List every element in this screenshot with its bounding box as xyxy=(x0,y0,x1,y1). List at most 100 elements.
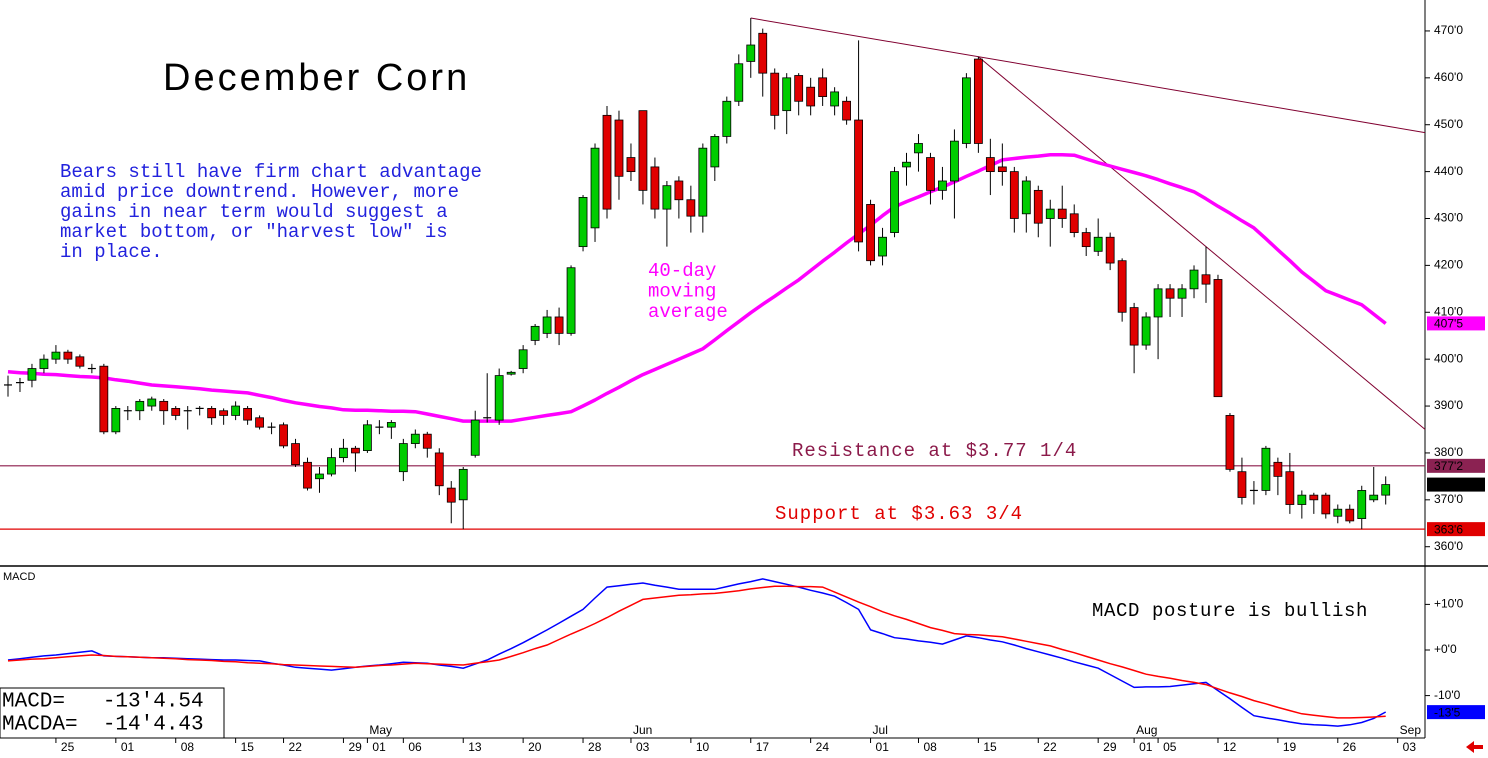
x-tick-label: 15 xyxy=(983,740,997,754)
x-tick-label: 01 xyxy=(1139,740,1153,754)
candle-body xyxy=(135,400,145,412)
y-tick-label: +10'0 xyxy=(1434,597,1464,611)
candle-body xyxy=(1177,288,1187,299)
readout-box xyxy=(0,687,225,739)
x-tick-label: 28 xyxy=(588,740,602,754)
candle-body xyxy=(866,204,875,262)
moving-average xyxy=(7,152,1387,423)
candle-body xyxy=(686,199,696,217)
candle-body xyxy=(542,316,552,334)
y-tick-label: 390'0 xyxy=(1434,398,1463,412)
x-tick-label: 08 xyxy=(923,740,937,754)
candle-body xyxy=(1357,490,1367,519)
month-label: Jul xyxy=(873,723,888,737)
x-tick-label: 22 xyxy=(1043,740,1057,754)
candle-body xyxy=(51,351,61,360)
y-tick-label: 370'0 xyxy=(1434,492,1463,506)
y-tick-label: 420'0 xyxy=(1434,258,1463,272)
price-tag xyxy=(1427,316,1485,331)
candle-body xyxy=(410,433,420,444)
candle-body xyxy=(1213,279,1223,398)
candle-body xyxy=(171,407,181,416)
x-tick-label: 08 xyxy=(181,740,195,754)
comment-line: gains in near term would suggest a xyxy=(60,201,448,223)
candle-body xyxy=(75,356,85,367)
candle-body xyxy=(159,400,169,412)
trend-line xyxy=(978,56,1426,430)
candle-body xyxy=(830,91,840,107)
candle-body xyxy=(554,316,564,334)
y-tick-label: 360'0 xyxy=(1434,539,1463,553)
candle-body xyxy=(207,407,217,419)
scroll-arrow[interactable] xyxy=(1466,741,1483,753)
candle-body xyxy=(446,487,456,503)
candle-body xyxy=(1093,236,1103,252)
candle-body xyxy=(650,166,660,210)
candle-body xyxy=(1309,494,1319,501)
x-tick-label: 05 xyxy=(1163,740,1177,754)
chart-title: December Corn xyxy=(163,57,470,99)
candle-body xyxy=(770,72,780,116)
candle-body xyxy=(878,236,887,257)
y-tick-label: 380'0 xyxy=(1434,445,1463,459)
price-tag-label: 377'2 xyxy=(1434,459,1463,473)
candle-body xyxy=(842,100,851,121)
price-tag-label: -13'5 xyxy=(1434,705,1461,719)
x-tick-label: 15 xyxy=(241,740,255,754)
price-tag xyxy=(1427,458,1485,473)
candle-body xyxy=(351,447,360,454)
candle-body xyxy=(1381,484,1391,496)
month-label: Jun xyxy=(633,723,652,737)
candle-body xyxy=(997,166,1007,173)
candle-body xyxy=(914,143,923,154)
y-tick-label: +0'0 xyxy=(1434,642,1457,656)
candle-body xyxy=(662,185,672,210)
y-tick-label: 460'0 xyxy=(1434,70,1463,84)
candle-body xyxy=(1201,274,1211,285)
y-tick-label: 410'0 xyxy=(1434,304,1463,318)
candle-body xyxy=(39,358,49,369)
candle-body xyxy=(698,147,708,217)
candle-body xyxy=(794,75,804,102)
candle-body xyxy=(614,119,624,177)
comment-line: Bears still have firm chart advantage xyxy=(60,161,482,183)
x-tick-label: 25 xyxy=(61,740,75,754)
candle-body xyxy=(734,63,744,102)
candle-body xyxy=(985,157,995,173)
candle-body xyxy=(590,147,600,229)
candle-body xyxy=(458,468,468,501)
candle-body xyxy=(386,422,396,428)
candle-body xyxy=(147,398,157,407)
candle-body xyxy=(362,424,372,451)
x-tick-label: 19 xyxy=(1283,740,1297,754)
candle-body xyxy=(518,349,528,369)
candle-body xyxy=(1117,260,1127,313)
candle-body xyxy=(1033,189,1043,224)
candle-body xyxy=(926,157,935,191)
level-label: Resistance at $3.77 1/4 xyxy=(792,440,1077,462)
candle-body xyxy=(1189,269,1199,290)
price-tag-label: 373'2 xyxy=(1434,478,1463,492)
level-label: Support at $3.63 3/4 xyxy=(775,503,1023,525)
readout-line: MACDA= -14'4.43 xyxy=(2,714,204,737)
candle-body xyxy=(1321,494,1331,515)
candle-body xyxy=(27,368,37,381)
price-tag-label: 363'6 xyxy=(1434,522,1463,536)
candle-body xyxy=(566,267,576,334)
candle-body xyxy=(626,157,636,173)
readout-line: MACD= -13'4.54 xyxy=(2,691,204,714)
y-tick-label: 430'0 xyxy=(1434,211,1463,225)
candle-body xyxy=(494,375,504,421)
x-tick-label: 03 xyxy=(636,740,650,754)
candle-body xyxy=(1285,471,1295,505)
y-tick-label: 450'0 xyxy=(1434,117,1463,131)
candle-body xyxy=(674,180,684,201)
candle-body xyxy=(1369,494,1379,501)
candle-body xyxy=(710,136,720,168)
candle-body xyxy=(1045,208,1055,219)
candle-body xyxy=(902,161,911,168)
candle-body xyxy=(973,58,983,144)
